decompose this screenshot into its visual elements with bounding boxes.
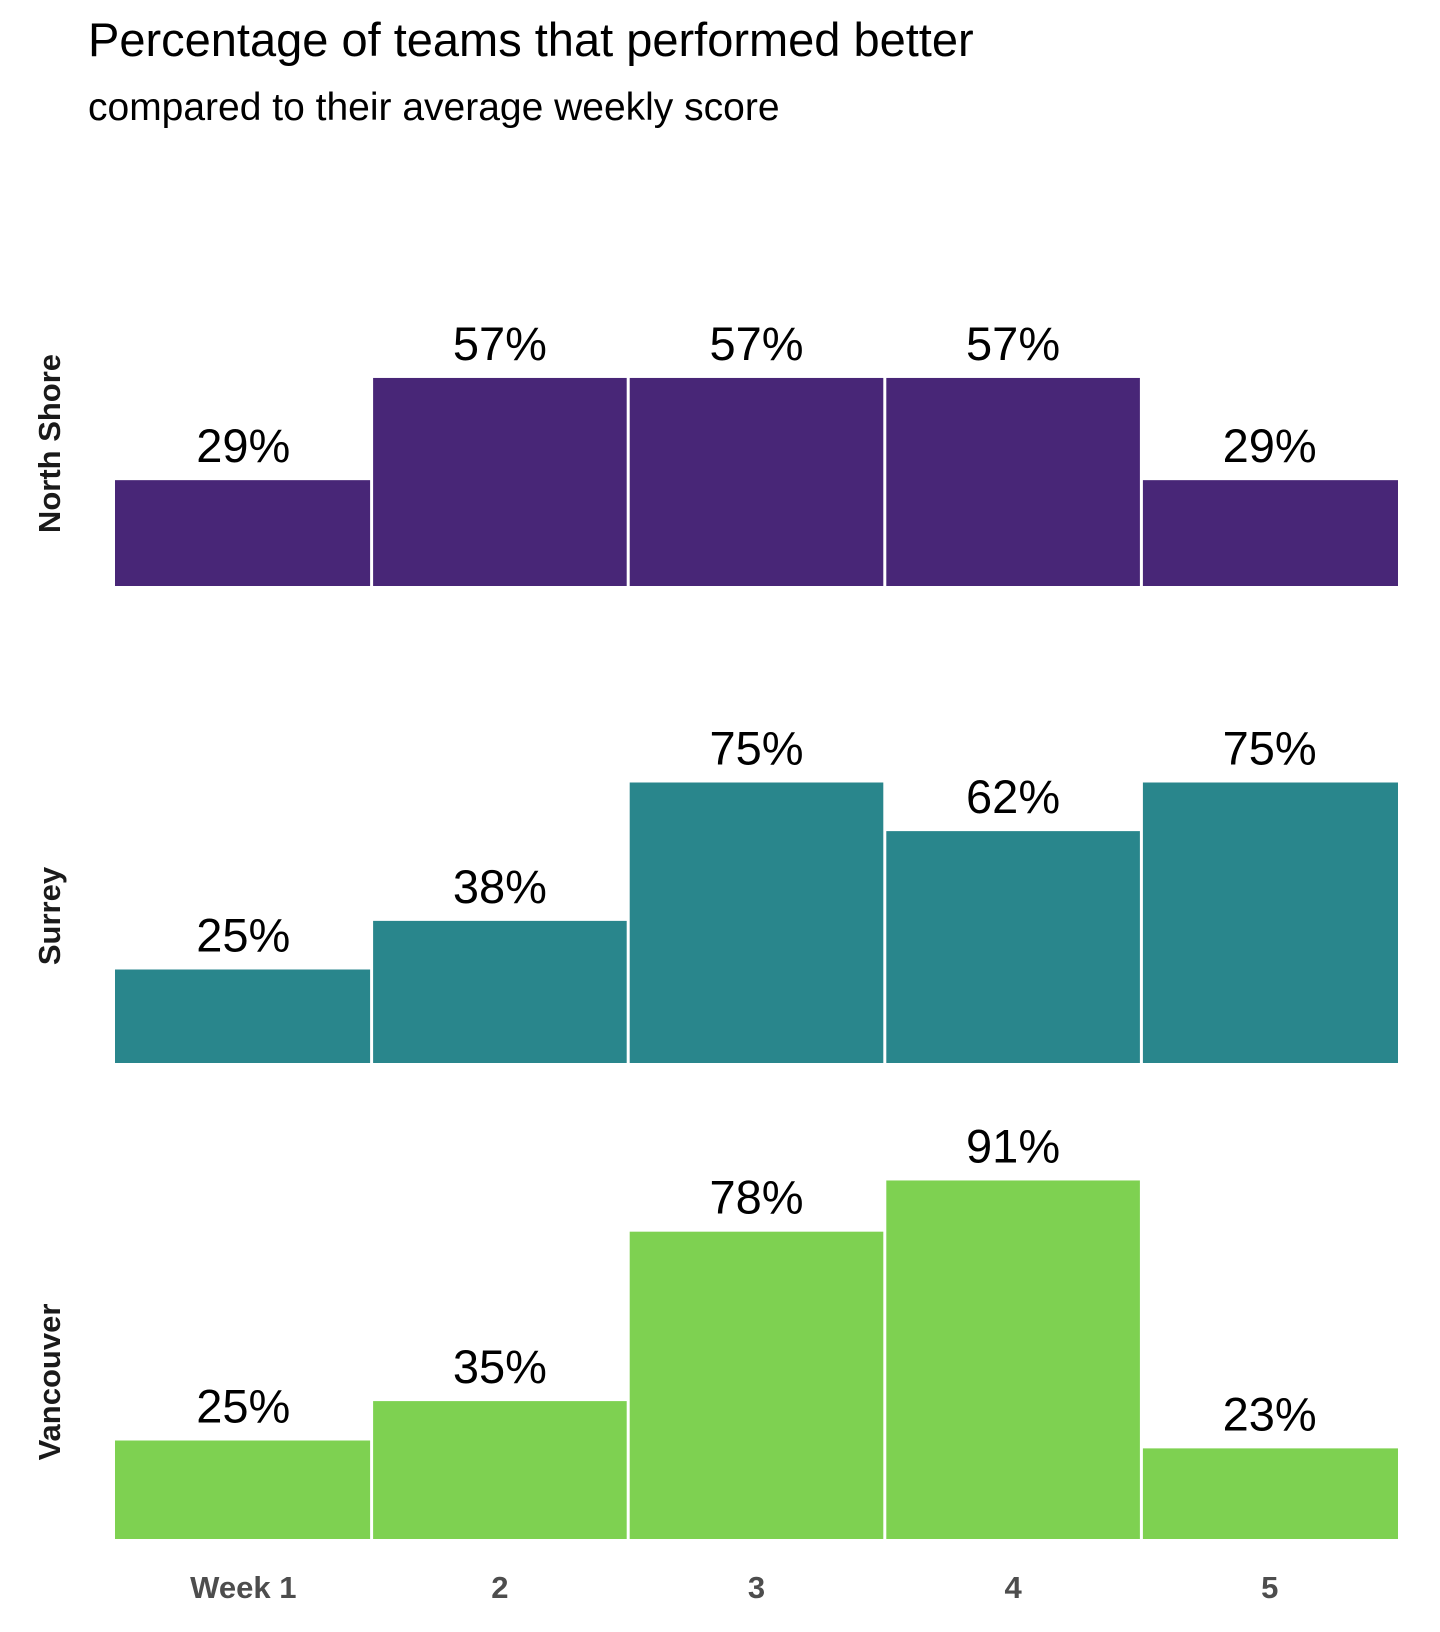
bar-surrey-3 — [629, 782, 884, 1063]
bar-surrey-4 — [886, 831, 1140, 1063]
data-label-vancouver-5: 23% — [1223, 1387, 1317, 1440]
data-label-north-shore-3: 57% — [709, 317, 803, 370]
x-tick-label-4: 4 — [1004, 1570, 1022, 1605]
data-label-vancouver-4: 91% — [966, 1119, 1060, 1172]
data-label-surrey-4: 62% — [966, 770, 1060, 823]
bar-vancouver-week-1 — [115, 1440, 371, 1539]
data-label-surrey-2: 38% — [453, 860, 547, 913]
x-tick-label-week-1: Week 1 — [190, 1570, 296, 1605]
data-label-surrey-5: 75% — [1223, 722, 1317, 775]
data-label-surrey-3: 75% — [709, 722, 803, 775]
bar-vancouver-3 — [629, 1231, 884, 1539]
data-label-vancouver-week-1: 25% — [196, 1380, 290, 1433]
data-label-surrey-week-1: 25% — [196, 909, 290, 962]
bar-north-shore-4 — [886, 377, 1140, 586]
data-label-north-shore-week-1: 29% — [196, 419, 290, 472]
data-label-north-shore-5: 29% — [1223, 419, 1317, 472]
facet-label-surrey: Surrey — [32, 866, 67, 965]
bar-vancouver-4 — [886, 1180, 1140, 1539]
chart-subtitle: compared to their average weekly score — [88, 86, 780, 129]
bar-north-shore-3 — [629, 377, 884, 586]
x-tick-label-5: 5 — [1261, 1570, 1278, 1605]
x-tick-label-3: 3 — [748, 1570, 765, 1605]
bar-surrey-2 — [373, 920, 627, 1063]
bar-vancouver-2 — [373, 1401, 627, 1539]
bar-vancouver-5 — [1142, 1448, 1398, 1539]
facet-north-shore: North Shore 29% 57% 57% 57% 29% — [32, 317, 1398, 586]
x-tick-label-2: 2 — [491, 1570, 508, 1605]
bar-surrey-week-1 — [115, 969, 371, 1063]
bar-north-shore-5 — [1142, 480, 1398, 586]
facet-vancouver: Vancouver 25% 35% 78% 91% 23% — [32, 1119, 1398, 1539]
chart-title: Percentage of teams that performed bette… — [88, 13, 974, 66]
data-label-vancouver-2: 35% — [453, 1340, 547, 1393]
bar-surrey-5 — [1142, 782, 1398, 1063]
bar-north-shore-2 — [373, 377, 627, 586]
data-label-north-shore-2: 57% — [453, 317, 547, 370]
data-label-vancouver-3: 78% — [709, 1171, 803, 1224]
facet-label-vancouver: Vancouver — [32, 1304, 67, 1461]
facet-label-north-shore: North Shore — [32, 354, 67, 533]
bar-north-shore-week-1 — [115, 480, 371, 586]
facet-surrey: Surrey 25% 38% 75% 62% 75% — [32, 722, 1398, 1063]
data-label-north-shore-4: 57% — [966, 317, 1060, 370]
